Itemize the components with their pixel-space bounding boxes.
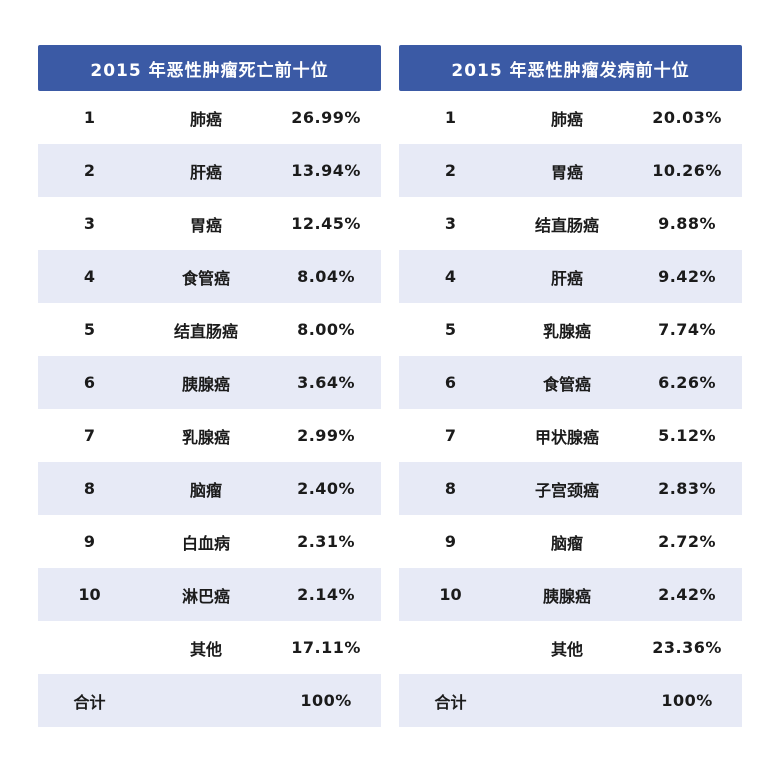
percent-cell: 2.83% <box>658 479 717 498</box>
disease-cell: 胰腺癌 <box>182 374 231 394</box>
disease-cell: 食管癌 <box>543 374 592 394</box>
mortality-incidence-tables: 2015 年恶性肿瘤死亡前十位 1 肺癌 26.99% 2 肝癌 13.94% … <box>38 45 742 727</box>
total-label-cell: 合计 <box>73 692 106 712</box>
rank-cell: 3 <box>83 214 96 233</box>
percent-cell: 10.26% <box>652 161 722 180</box>
percent-cell: 7.74% <box>658 320 717 339</box>
table-row: 6 胰腺癌 3.64% <box>38 356 381 409</box>
percent-cell: 8.00% <box>297 320 356 339</box>
table-row: 7 甲状腺癌 5.12% <box>399 409 742 462</box>
percent-cell: 9.42% <box>658 267 717 286</box>
percent-cell: 5.12% <box>658 426 717 445</box>
percent-cell: 26.99% <box>291 108 361 127</box>
table-row: 10 胰腺癌 2.42% <box>399 568 742 621</box>
percent-cell: 3.64% <box>297 373 356 392</box>
percent-cell: 23.36% <box>652 638 722 657</box>
total-label-cell: 合计 <box>434 692 467 712</box>
table-row: 2 肝癌 13.94% <box>38 144 381 197</box>
table-row-other: 其他 17.11% <box>38 621 381 674</box>
percent-cell: 17.11% <box>291 638 361 657</box>
percent-cell: 12.45% <box>291 214 361 233</box>
table-row: 7 乳腺癌 2.99% <box>38 409 381 462</box>
table-row: 8 子宫颈癌 2.83% <box>399 462 742 515</box>
percent-cell: 100% <box>300 691 352 710</box>
table-row: 9 白血病 2.31% <box>38 515 381 568</box>
rank-cell: 1 <box>444 108 457 127</box>
table-row: 8 脑瘤 2.40% <box>38 462 381 515</box>
rank-cell: 5 <box>83 320 96 339</box>
mortality-table: 2015 年恶性肿瘤死亡前十位 1 肺癌 26.99% 2 肝癌 13.94% … <box>38 45 381 727</box>
table-row: 10 淋巴癌 2.14% <box>38 568 381 621</box>
table-row: 9 脑瘤 2.72% <box>399 515 742 568</box>
rank-cell: 4 <box>444 267 457 286</box>
rank-cell: 8 <box>444 479 457 498</box>
table-row-total: 合计 100% <box>38 674 381 727</box>
rank-cell: 7 <box>83 426 96 445</box>
percent-cell: 2.31% <box>297 532 356 551</box>
rank-cell: 5 <box>444 320 457 339</box>
table-row: 2 胃癌 10.26% <box>399 144 742 197</box>
disease-cell: 胰腺癌 <box>543 586 592 606</box>
table-row-total: 合计 100% <box>399 674 742 727</box>
percent-cell: 2.40% <box>297 479 356 498</box>
disease-cell: 乳腺癌 <box>182 427 231 447</box>
percent-cell: 20.03% <box>652 108 722 127</box>
rank-cell: 10 <box>439 585 462 604</box>
rank-cell: 2 <box>83 161 96 180</box>
disease-cell: 淋巴癌 <box>182 586 231 606</box>
rank-cell: 9 <box>444 532 457 551</box>
table-row-other: 其他 23.36% <box>399 621 742 674</box>
table-row: 5 结直肠癌 8.00% <box>38 303 381 356</box>
rank-cell: 6 <box>444 373 457 392</box>
disease-cell: 脑瘤 <box>551 533 584 553</box>
mortality-table-title: 2015 年恶性肿瘤死亡前十位 <box>38 45 381 91</box>
percent-cell: 2.99% <box>297 426 356 445</box>
rank-cell: 2 <box>444 161 457 180</box>
percent-cell: 13.94% <box>291 161 361 180</box>
disease-cell: 胃癌 <box>190 215 223 235</box>
rank-cell: 8 <box>83 479 96 498</box>
disease-cell: 子宫颈癌 <box>535 480 600 500</box>
table-row: 5 乳腺癌 7.74% <box>399 303 742 356</box>
table-row: 3 胃癌 12.45% <box>38 197 381 250</box>
disease-cell: 食管癌 <box>182 268 231 288</box>
disease-cell: 胃癌 <box>551 162 584 182</box>
disease-cell: 结直肠癌 <box>174 321 239 341</box>
table-row: 3 结直肠癌 9.88% <box>399 197 742 250</box>
percent-cell: 2.42% <box>658 585 717 604</box>
rank-cell: 9 <box>83 532 96 551</box>
rank-cell: 6 <box>83 373 96 392</box>
disease-cell: 白血病 <box>182 533 231 553</box>
table-row: 1 肺癌 26.99% <box>38 91 381 144</box>
disease-cell: 结直肠癌 <box>535 215 600 235</box>
percent-cell: 8.04% <box>297 267 356 286</box>
table-row: 4 肝癌 9.42% <box>399 250 742 303</box>
disease-cell: 脑瘤 <box>190 480 223 500</box>
rank-cell: 7 <box>444 426 457 445</box>
incidence-table: 2015 年恶性肿瘤发病前十位 1 肺癌 20.03% 2 胃癌 10.26% … <box>399 45 742 727</box>
rank-cell: 3 <box>444 214 457 233</box>
percent-cell: 9.88% <box>658 214 717 233</box>
disease-cell: 肝癌 <box>551 268 584 288</box>
percent-cell: 100% <box>661 691 713 710</box>
disease-cell: 肝癌 <box>190 162 223 182</box>
rank-cell: 1 <box>83 108 96 127</box>
disease-cell: 乳腺癌 <box>543 321 592 341</box>
rank-cell: 10 <box>78 585 101 604</box>
table-row: 6 食管癌 6.26% <box>399 356 742 409</box>
disease-cell: 其他 <box>190 639 223 659</box>
table-row: 4 食管癌 8.04% <box>38 250 381 303</box>
incidence-table-title: 2015 年恶性肿瘤发病前十位 <box>399 45 742 91</box>
percent-cell: 2.72% <box>658 532 717 551</box>
disease-cell: 肺癌 <box>190 109 223 129</box>
disease-cell: 其他 <box>551 639 584 659</box>
table-row: 1 肺癌 20.03% <box>399 91 742 144</box>
disease-cell: 肺癌 <box>551 109 584 129</box>
percent-cell: 6.26% <box>658 373 717 392</box>
rank-cell: 4 <box>83 267 96 286</box>
percent-cell: 2.14% <box>297 585 356 604</box>
disease-cell: 甲状腺癌 <box>535 427 600 447</box>
